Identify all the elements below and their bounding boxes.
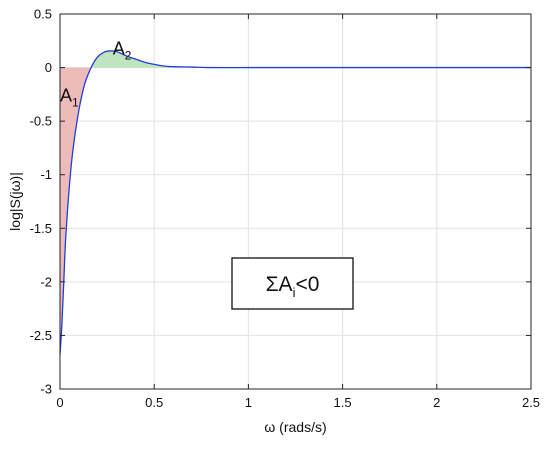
region-a1-label-main: A <box>60 86 72 106</box>
y-tick-label: -2.5 <box>30 328 52 343</box>
annotation-text: ΣAi<0 <box>266 273 320 300</box>
region-a2-area <box>60 50 531 68</box>
y-tick-label: -3 <box>40 382 52 397</box>
series-line <box>59 50 531 355</box>
region-a1-label-subscript: 1 <box>72 96 79 110</box>
y-axis-label: log|S(jω)| <box>7 172 23 231</box>
y-tick-label: 0.5 <box>34 7 52 22</box>
x-tick-label: 1 <box>245 395 252 410</box>
y-tick-label: -1.5 <box>30 221 52 236</box>
x-tick-label: 0 <box>56 395 63 410</box>
region-a2-label-subscript: 2 <box>125 49 132 63</box>
y-tick-label: -0.5 <box>30 114 52 129</box>
region-a1-area <box>60 67 247 355</box>
y-tick-label: -1 <box>40 167 52 182</box>
y-axis-ticks: 0.5 0 -0.5 -1 -1.5 -2 -2.5 -3 <box>30 7 531 397</box>
annotation-subscript: i <box>293 285 296 300</box>
x-tick-label: 1.5 <box>334 395 352 410</box>
x-axis-ticks: 0 0.5 1 1.5 2 2.5 <box>56 14 540 410</box>
plot-background <box>60 14 531 389</box>
annotation-prefix: ΣA <box>266 273 293 296</box>
y-tick-label: 0 <box>45 60 52 75</box>
y-tick-label: -2 <box>40 274 52 289</box>
x-tick-label: 0.5 <box>145 395 163 410</box>
plot-frame <box>59 13 532 390</box>
x-tick-label: 2 <box>433 395 440 410</box>
annotation-box <box>231 257 354 310</box>
x-axis-label: ω (rads/s) <box>264 419 326 435</box>
region-a2-label: A2 <box>113 39 132 63</box>
x-tick-label: 2.5 <box>522 395 540 410</box>
region-a2-label-main: A <box>113 39 125 59</box>
region-a1-label: A1 <box>60 86 79 110</box>
annotation-suffix: <0 <box>295 273 319 296</box>
